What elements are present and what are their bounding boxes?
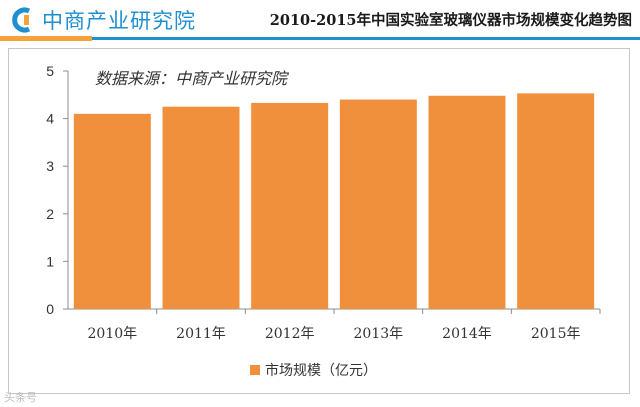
header-divider-accent: [0, 36, 92, 41]
x-tick-label: 2011年: [176, 326, 226, 342]
legend-swatch: [250, 365, 260, 375]
bar: [339, 99, 417, 309]
bar: [251, 102, 329, 309]
x-tick-label: 2015年: [531, 326, 581, 342]
bar: [162, 106, 240, 309]
y-tick-label: 2: [46, 206, 54, 222]
chart-frame: 0 1 2 3 4 5 2010年 2011年 2012年 2013年 2014年 2015年 数据来源…: [8, 48, 630, 394]
bar-chart: 0 1 2 3 4 5 2010年 2011年 2012年 2013年 2014年 2015年 数据来源…: [46, 63, 601, 379]
bar: [517, 93, 595, 309]
source-annotation: 数据来源：中商产业研究院: [95, 69, 290, 88]
y-tick-label: 3: [46, 158, 54, 174]
bar: [428, 95, 506, 309]
x-tick-label: 2010年: [88, 326, 138, 342]
header-divider: [0, 37, 640, 40]
header: 中商产业研究院 2010-2015年中国实验室玻璃仪器市场规模变化趋势图: [0, 0, 640, 41]
page-title: 2010-2015年中国实验室玻璃仪器市场规模变化趋势图: [269, 12, 632, 29]
y-tick-label: 4: [46, 111, 54, 127]
y-tick-label: 0: [46, 301, 54, 317]
bar: [73, 113, 151, 309]
y-tick-label: 1: [46, 253, 54, 269]
logo: 中商产业研究院: [8, 6, 196, 34]
x-tick-label: 2012年: [265, 326, 315, 342]
brand-logo-icon: [12, 7, 31, 33]
x-tick-label: 2014年: [442, 326, 492, 342]
legend-label: 市场规模（亿元）: [265, 362, 377, 379]
logo-text: 中商产业研究院: [42, 9, 196, 33]
y-tick-label: 5: [46, 63, 54, 79]
x-tick-label: 2013年: [354, 326, 404, 342]
watermark: 头条号: [4, 391, 37, 404]
